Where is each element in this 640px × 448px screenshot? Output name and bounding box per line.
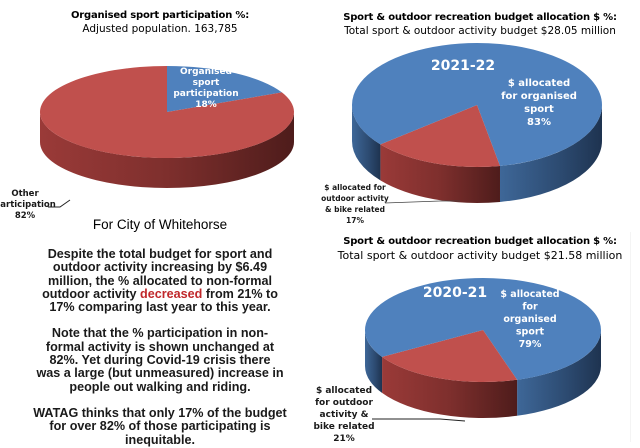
commentary: Despite the total budget for sport and o… — [0, 247, 320, 447]
chart1-slice-side-other — [40, 112, 294, 188]
chart2-slice-side-organised-a — [499, 105, 602, 202]
chart2-label-organised: $ allocated for organised sport 83% — [501, 78, 577, 128]
chart2-slice-side-outdoor — [380, 144, 500, 203]
chart1-label-other: Other participation 82% — [0, 189, 56, 221]
decreased-highlight: decreased — [140, 286, 203, 301]
chart2-slice-side-organised-b — [352, 105, 381, 181]
panel-edge — [630, 232, 631, 442]
city-caption: For City of Whitehorse — [92, 217, 228, 232]
chart2-year-label: 2021-22 — [431, 58, 495, 74]
chart3-slice-side-organised-b — [365, 330, 383, 393]
chart2-label-outdoor: $ allocated for outdoor activity & bike re… — [321, 183, 389, 225]
chart3-year-label: 2020-21 — [423, 285, 487, 301]
chart1-label-organised: Organised sport participation 18% — [173, 67, 238, 110]
chart3-label-outdoor-line: bike related — [313, 422, 374, 432]
chart2-title-block: Sport & outdoor recreation budget alloca… — [320, 12, 640, 37]
chart1-label-organised-line: 18% — [195, 100, 217, 110]
chart3-slice-side-outdoor — [382, 356, 518, 418]
chart3-label-outdoor-line: 21% — [333, 434, 355, 444]
chart2-label-outdoor-line: 17% — [346, 216, 364, 225]
chart1-leader-line — [48, 199, 71, 208]
chart1-title: Organised sport participation %: — [70, 10, 250, 21]
chart3-slice-side-organised-a — [517, 330, 601, 416]
chart2-label-organised-line: for organised — [501, 91, 577, 102]
chart3-slice-organised-b — [365, 278, 483, 357]
chart2-subtitle: Total sport & outdoor activity budget $2… — [344, 25, 616, 37]
chart2-label-outdoor-line: $ allocated for — [324, 183, 386, 192]
chart3-label-organised-line: sport — [516, 327, 545, 338]
chart2-title: Sport & outdoor recreation budget alloca… — [343, 12, 617, 23]
paragraph-participation: Note that the % participation in non-for… — [36, 326, 284, 394]
chart2-slice-outdoor — [380, 105, 500, 167]
chart1-slice-other — [39, 66, 294, 158]
chart3-label-outdoor: $ allocated for outdoor activity & bike rel… — [313, 386, 374, 444]
paragraph-watag: WATAG thinks that only 17% of the budget… — [33, 405, 287, 447]
chart3-slice-organised-a — [483, 278, 601, 380]
chart3-label-organised: $ allocated for organised sport 79% — [500, 289, 559, 350]
chart3-subtitle: Total sport & outdoor activity budget $2… — [337, 249, 623, 262]
chart3-label-organised-line: organised — [503, 314, 556, 325]
chart2-leader-line — [384, 200, 460, 204]
chart1-label-organised-line: sport — [193, 78, 220, 88]
chart1-subtitle: Adjusted population. 163,785 — [82, 23, 238, 35]
chart1-label-other-line: participation — [0, 200, 56, 210]
chart2-label-organised-line: sport — [524, 104, 554, 115]
chart3-label-organised-line: for — [522, 302, 538, 313]
chart2-label-organised-line: 83% — [527, 117, 551, 128]
chart3-title: Sport & outdoor recreation budget alloca… — [343, 236, 617, 247]
chart3-slice-outdoor — [382, 330, 518, 382]
chart2-slice-organised-b — [352, 43, 477, 145]
paragraph-budget: Despite the total budget for sport and o… — [0, 247, 320, 315]
chart1-label-other-line: Other — [11, 189, 39, 199]
chart3-label-outdoor-line: $ allocated — [316, 386, 372, 396]
chart1-label-organised-line: Organised — [180, 67, 232, 77]
chart3-label-organised-line: $ allocated — [500, 289, 559, 300]
chart3-label-outdoor-line: for outdoor — [315, 398, 373, 408]
chart2-slice-organised-a — [477, 43, 602, 166]
chart2-label-outdoor-line: outdoor activity — [321, 194, 389, 203]
chart1-label-organised-line: participation — [173, 89, 238, 99]
chart2-label-organised-line: $ allocated — [508, 78, 570, 89]
chart3-label-organised-line: 79% — [519, 339, 542, 350]
chart2-label-outdoor-line: & bike related — [325, 205, 385, 214]
chart3-leader-line — [372, 418, 466, 422]
chart3-title-block: Sport & outdoor recreation budget alloca… — [320, 236, 640, 262]
chart3-label-outdoor-line: activity & — [320, 410, 369, 420]
chart1-slice-organised — [167, 66, 282, 112]
p1-text-end: from 21% to 17% comparing last year to t… — [49, 286, 278, 315]
chart1-title-block: Organised sport participation %: Adjuste… — [0, 10, 320, 35]
p1-text: Despite the total budget for sport and o… — [42, 247, 273, 301]
chart1-label-other-line: 82% — [15, 211, 36, 221]
